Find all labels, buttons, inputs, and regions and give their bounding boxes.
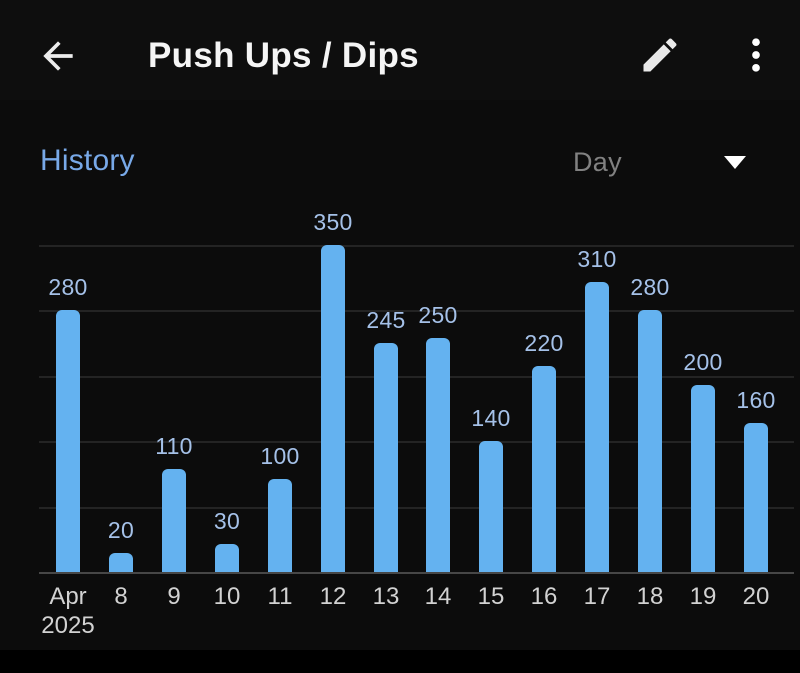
bar-value-label: 280 [630, 274, 670, 300]
gridline [39, 310, 794, 312]
chart-bar [638, 310, 662, 572]
chart-bar [268, 479, 292, 572]
x-axis-label: 9 [167, 583, 181, 610]
arrow-left-icon [36, 41, 80, 82]
period-selector-value: Day [573, 147, 622, 177]
x-axis-label: 10 [213, 583, 241, 610]
chart-bar [585, 282, 609, 572]
x-axis-label: 17 [583, 583, 611, 610]
bar-value-label: 220 [524, 330, 564, 356]
chart-bar [744, 423, 768, 572]
chart-bar [109, 553, 133, 572]
x-axis-label: Apr 2025 [41, 583, 95, 639]
x-axis-label: 20 [742, 583, 770, 610]
app-bar: Push Ups / Dips [0, 0, 800, 100]
x-axis-label: 18 [636, 583, 664, 610]
bottom-nav-bar [0, 650, 800, 673]
x-axis-label: 16 [530, 583, 558, 610]
x-axis-label: 15 [477, 583, 505, 610]
gridline [39, 507, 794, 509]
bar-value-label: 280 [48, 274, 88, 300]
bar-value-label: 160 [736, 387, 776, 413]
bar-value-label: 140 [471, 405, 511, 431]
x-axis-label: 8 [114, 583, 128, 610]
chevron-down-icon [724, 156, 746, 169]
chart-bar [374, 343, 398, 572]
chart-bar [162, 469, 186, 572]
pencil-icon [638, 38, 682, 81]
more-vert-icon [734, 38, 778, 81]
bar-value-label: 245 [366, 307, 406, 333]
bar-value-label: 350 [313, 209, 353, 235]
chart-bar [215, 544, 239, 572]
x-axis-label: 13 [372, 583, 400, 610]
gridline [39, 441, 794, 443]
bar-value-label: 20 [107, 517, 135, 543]
period-selector[interactable]: Day [560, 138, 760, 182]
bar-value-label: 110 [155, 433, 193, 459]
x-axis-label: 12 [319, 583, 347, 610]
x-axis-label: 19 [689, 583, 717, 610]
bar-value-label: 100 [260, 443, 300, 469]
chart-bar [479, 441, 503, 572]
bar-value-label: 310 [577, 246, 617, 272]
overflow-menu-button[interactable] [734, 33, 778, 77]
history-bar-chart: 280 Apr 2025 20 8 110 9 30 10 100 11 350 12 245 13 250… [0, 209, 800, 650]
chart-bar [691, 385, 715, 572]
back-button[interactable] [36, 34, 80, 78]
chart-bar [56, 310, 80, 572]
x-axis-line [39, 572, 794, 574]
bar-value-label: 200 [683, 349, 723, 375]
bar-value-label: 30 [213, 508, 241, 534]
chart-bar [321, 245, 345, 572]
gridline [39, 376, 794, 378]
page-title: Push Ups / Dips [148, 36, 419, 75]
history-heading: History [40, 144, 135, 177]
x-axis-label: 14 [424, 583, 452, 610]
bar-value-label: 250 [418, 302, 458, 328]
gridline [39, 245, 794, 247]
chart-bar [426, 338, 450, 572]
edit-button[interactable] [638, 33, 682, 77]
chart-bar [532, 366, 556, 572]
x-axis-label: 11 [267, 583, 293, 610]
